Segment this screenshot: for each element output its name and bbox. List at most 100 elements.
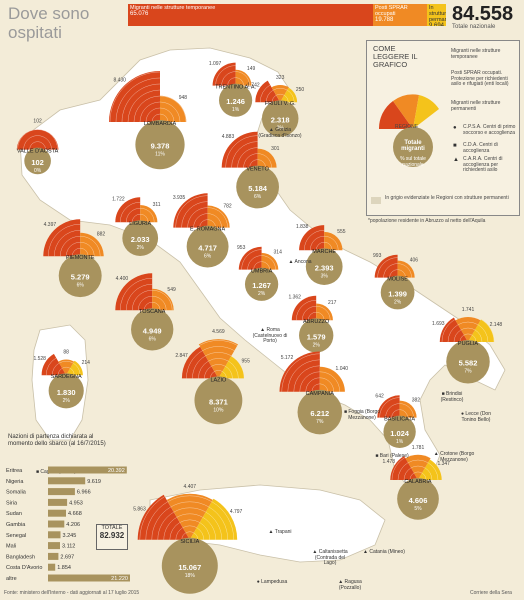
region-wedge-ring bbox=[23, 135, 53, 150]
nationality-bar bbox=[48, 574, 130, 582]
legend-diagram bbox=[378, 94, 439, 167]
region-wedge bbox=[160, 95, 187, 122]
region-name: VENETO bbox=[247, 167, 270, 173]
nationality-label: Eritrea bbox=[6, 468, 23, 474]
region-total: 102 bbox=[32, 158, 45, 167]
city-label: ▲ Roma (Castelnuovo di Porto) bbox=[248, 327, 292, 345]
city-name: Foggia (Borgo Mezzanone) bbox=[348, 409, 381, 421]
region-pct: 2% bbox=[258, 292, 266, 298]
region-wedge bbox=[279, 87, 297, 102]
region-wedge-value: 1.693 bbox=[432, 321, 445, 327]
region-wedge-ring bbox=[379, 397, 400, 418]
region-total: 2.318 bbox=[271, 115, 290, 124]
region-total-disk bbox=[298, 317, 334, 353]
region-wedge-ring bbox=[175, 195, 208, 228]
region-wedge bbox=[261, 253, 279, 270]
region-wedge-value: 642 bbox=[376, 394, 385, 400]
region-name: LOMBARDIA bbox=[144, 121, 177, 127]
region-wedge-ring bbox=[391, 457, 406, 481]
facility-marker-icon: ■ bbox=[36, 469, 41, 475]
region-wedge-ring bbox=[139, 496, 166, 540]
region-wedge-ring bbox=[139, 207, 155, 222]
region-name: SARDEGNA bbox=[51, 374, 82, 380]
abruzzo-note: *popolazione residente in Abruzzo al net… bbox=[368, 218, 486, 224]
region-wedge bbox=[399, 400, 417, 418]
region-wedge-ring bbox=[249, 159, 259, 169]
region-wedge-value: 1.478 bbox=[383, 459, 396, 465]
region-wedge-ring bbox=[241, 249, 262, 270]
region-wedge-ring bbox=[247, 255, 262, 270]
triangle-marker-icon: ▲ bbox=[453, 157, 459, 163]
region-wedge-ring bbox=[179, 519, 201, 523]
region-total-disk bbox=[58, 253, 102, 297]
nationality-bar bbox=[48, 531, 61, 539]
region-wedge-ring bbox=[480, 319, 495, 343]
nationality-value: 3.245 bbox=[63, 533, 77, 539]
region-wedge-ring bbox=[225, 135, 258, 168]
region-wedge bbox=[439, 317, 468, 342]
region-wedge-value: 382 bbox=[412, 398, 421, 404]
city-name: Ancona bbox=[294, 259, 312, 265]
region-wedge-ring bbox=[125, 283, 152, 310]
facility-marker-icon: ▲ bbox=[268, 529, 275, 535]
facility-marker-icon: ● bbox=[256, 579, 262, 585]
region-total: 1.024 bbox=[391, 429, 411, 438]
nationality-label: Gambia bbox=[6, 522, 26, 528]
city-label: ▲ Ancona bbox=[278, 259, 322, 266]
facility-marker-icon: ▲ bbox=[288, 259, 295, 265]
city-label: ● Lampedusa bbox=[250, 579, 294, 586]
region-total: 15.067 bbox=[179, 563, 202, 572]
legend-total-text: Totale migranti bbox=[401, 140, 425, 152]
region-wedge-ring bbox=[207, 357, 229, 361]
region-total-disk bbox=[236, 165, 280, 209]
region-pct: 11% bbox=[155, 152, 165, 158]
legend-disk bbox=[393, 127, 433, 167]
region-total: 4.606 bbox=[409, 496, 428, 505]
region-wedge-ring bbox=[191, 355, 206, 378]
region-wedge-ring bbox=[315, 305, 331, 320]
region-wedge bbox=[17, 129, 59, 150]
region-wedge-ring bbox=[323, 241, 333, 251]
region-pct: 2% bbox=[136, 245, 144, 251]
region-wedge bbox=[291, 295, 316, 320]
region-wedge-ring bbox=[203, 365, 212, 379]
region-wedge-ring bbox=[257, 153, 273, 168]
region-wedge-ring bbox=[119, 277, 152, 310]
national-total-label: Totale nazionale bbox=[452, 24, 496, 30]
region-wedge-ring bbox=[151, 506, 172, 540]
region-wedge-value: 2.847 bbox=[175, 353, 188, 359]
region-wedge-value: 4.407 bbox=[184, 484, 197, 490]
region-wedge-value: 102 bbox=[34, 119, 43, 125]
region-wedge-ring bbox=[163, 517, 178, 540]
region-wedge-ring bbox=[447, 324, 459, 343]
region-wedge bbox=[108, 70, 160, 122]
region-wedge-ring bbox=[319, 371, 341, 392]
region-wedge-value: 1.838 bbox=[296, 224, 309, 230]
region-wedge-ring bbox=[159, 107, 175, 123]
region-wedge-ring bbox=[205, 512, 223, 540]
region-wedge bbox=[257, 148, 277, 168]
region-wedge-value: 1.097 bbox=[209, 61, 222, 67]
region-wedge-ring bbox=[119, 201, 140, 222]
region-wedge-ring bbox=[125, 207, 140, 222]
region-wedge bbox=[235, 70, 252, 86]
city-name: Ragusa (Pozzallo) bbox=[338, 579, 362, 591]
region-wedge-ring bbox=[199, 522, 211, 540]
facility-marker-icon: ● bbox=[461, 411, 466, 417]
region-pct: 2% bbox=[62, 398, 70, 404]
region-wedge-ring bbox=[407, 459, 429, 463]
total-bar-segment-value: 9.694 bbox=[429, 23, 445, 26]
nationality-value: 4.668 bbox=[68, 511, 82, 517]
nationality-value: 21.220 bbox=[111, 576, 128, 582]
region-wedge bbox=[151, 288, 174, 310]
region-wedge-ring bbox=[215, 65, 236, 86]
region-wedge-value: 8.430 bbox=[113, 78, 126, 84]
region-wedge-ring bbox=[58, 360, 74, 364]
facility-marker-icon: ▲ bbox=[433, 451, 441, 457]
circle-marker-icon: ● bbox=[453, 125, 457, 131]
region-total: 4.949 bbox=[143, 326, 162, 335]
city-label: ▲ Catania (Mineo) bbox=[362, 549, 406, 556]
facility-marker-icon: ▲ bbox=[312, 549, 319, 555]
